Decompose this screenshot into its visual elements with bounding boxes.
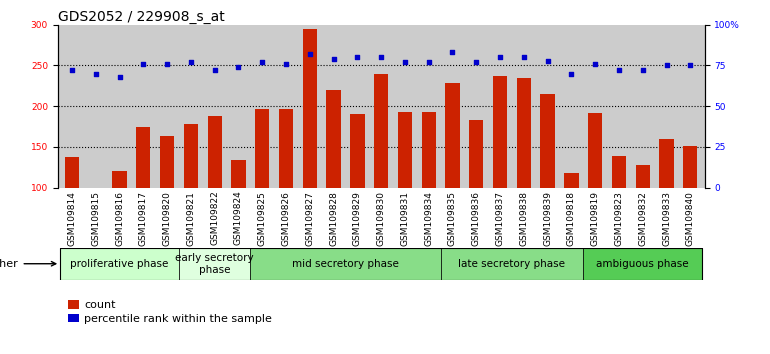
Bar: [421, 112, 436, 269]
Point: [613, 68, 625, 73]
Bar: [584, 248, 702, 280]
Point: [565, 71, 578, 76]
Text: GSM109833: GSM109833: [662, 190, 671, 246]
Text: proliferative phase: proliferative phase: [70, 259, 169, 269]
Bar: [65, 157, 79, 269]
Point: [447, 50, 459, 55]
Bar: [588, 113, 602, 269]
Point: [209, 68, 221, 73]
Bar: [60, 248, 179, 280]
Point: [541, 58, 554, 63]
Text: GSM109831: GSM109831: [400, 190, 410, 246]
Bar: [255, 109, 270, 269]
Point: [233, 64, 245, 70]
Bar: [541, 94, 554, 269]
Bar: [303, 29, 317, 269]
Point: [185, 59, 197, 65]
Bar: [398, 112, 412, 269]
Text: late secretory phase: late secretory phase: [458, 259, 565, 269]
Bar: [493, 76, 507, 269]
Point: [66, 68, 79, 73]
Text: GSM109817: GSM109817: [139, 190, 148, 246]
Text: GSM109814: GSM109814: [68, 190, 76, 246]
Bar: [279, 109, 293, 269]
Point: [399, 59, 411, 65]
Point: [684, 63, 696, 68]
Bar: [112, 171, 127, 269]
Bar: [445, 84, 460, 269]
Text: GDS2052 / 229908_s_at: GDS2052 / 229908_s_at: [58, 10, 225, 24]
Bar: [374, 74, 388, 269]
Bar: [136, 127, 150, 269]
Point: [137, 61, 149, 67]
Text: GSM109835: GSM109835: [448, 190, 457, 246]
Point: [589, 61, 601, 67]
Text: GSM109837: GSM109837: [496, 190, 504, 246]
Point: [470, 59, 483, 65]
Text: mid secretory phase: mid secretory phase: [292, 259, 399, 269]
Text: GSM109818: GSM109818: [567, 190, 576, 246]
Bar: [683, 146, 698, 269]
Point: [661, 63, 673, 68]
Text: GSM109836: GSM109836: [472, 190, 480, 246]
Text: GSM109815: GSM109815: [92, 190, 100, 246]
Text: GSM109826: GSM109826: [282, 190, 290, 246]
Point: [517, 55, 530, 60]
Point: [89, 71, 102, 76]
Text: GSM109838: GSM109838: [519, 190, 528, 246]
Bar: [659, 139, 674, 269]
Bar: [350, 114, 364, 269]
Bar: [612, 156, 626, 269]
Bar: [160, 136, 174, 269]
Point: [637, 68, 649, 73]
Text: GSM109819: GSM109819: [591, 190, 600, 246]
Text: ambiguous phase: ambiguous phase: [597, 259, 689, 269]
Point: [113, 74, 126, 80]
Text: GSM109824: GSM109824: [234, 190, 243, 245]
Bar: [326, 90, 340, 269]
Point: [327, 56, 340, 62]
Bar: [517, 78, 531, 269]
Bar: [250, 248, 440, 280]
Text: GSM109823: GSM109823: [614, 190, 624, 246]
Text: GSM109821: GSM109821: [186, 190, 196, 246]
Text: GSM109834: GSM109834: [424, 190, 434, 246]
Bar: [208, 116, 222, 269]
Text: GSM109820: GSM109820: [162, 190, 172, 246]
Point: [351, 55, 363, 60]
Text: GSM109816: GSM109816: [115, 190, 124, 246]
Bar: [184, 124, 198, 269]
Point: [161, 61, 173, 67]
Point: [423, 59, 435, 65]
Text: GSM109832: GSM109832: [638, 190, 648, 246]
Text: GSM109828: GSM109828: [329, 190, 338, 246]
Point: [256, 59, 269, 65]
Bar: [179, 248, 250, 280]
Text: GSM109839: GSM109839: [543, 190, 552, 246]
Text: GSM109830: GSM109830: [377, 190, 386, 246]
Point: [303, 51, 316, 57]
Legend: count, percentile rank within the sample: count, percentile rank within the sample: [63, 296, 276, 328]
Bar: [231, 160, 246, 269]
Text: GSM109840: GSM109840: [686, 190, 695, 246]
Text: early secretory
phase: early secretory phase: [176, 253, 254, 275]
Text: GSM109827: GSM109827: [306, 190, 314, 246]
Bar: [635, 165, 650, 269]
Point: [375, 55, 387, 60]
Text: GSM109822: GSM109822: [210, 190, 219, 245]
Bar: [469, 120, 484, 269]
Text: GSM109825: GSM109825: [258, 190, 266, 246]
Text: GSM109829: GSM109829: [353, 190, 362, 246]
Point: [494, 55, 506, 60]
Bar: [564, 173, 578, 269]
Text: other: other: [0, 259, 55, 269]
Bar: [89, 188, 103, 269]
Bar: [440, 248, 584, 280]
Point: [280, 61, 292, 67]
